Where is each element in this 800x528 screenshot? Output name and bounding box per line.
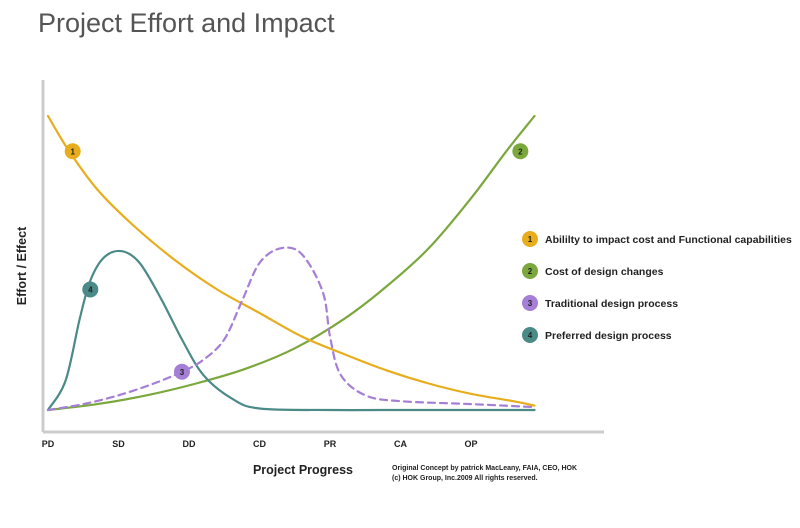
legend-number-2: 2 [528,267,533,276]
legend-swatch-1 [522,231,538,247]
legend-label-3: Traditional design process [545,298,678,310]
series-marker-3: 3 [173,363,190,380]
series-marker-dot-2 [512,143,529,160]
legend-label-2: Cost of design changes [545,266,664,278]
x-tick-ca: CA [394,439,407,449]
series-lines [46,114,536,412]
series-marker-dot-3 [173,363,190,380]
series-marker-label-4: 4 [88,285,93,294]
x-axis-label: Project Progress [253,463,353,477]
legend-number-1: 1 [528,235,533,244]
series-marker-label-2: 2 [518,147,523,156]
x-tick-dd: DD [183,439,196,449]
legend-swatch-4 [522,327,538,343]
x-tick-sd: SD [112,439,125,449]
legend-swatch-3 [522,295,538,311]
series-marker-1: 1 [64,143,81,160]
x-tick-labels: PD SD DD CD PR CA OP [42,439,478,449]
series-line-3 [46,246,536,412]
series-marker-2: 2 [512,143,529,160]
series-line-4 [46,249,536,412]
legend-number-3: 3 [528,299,533,308]
legend: 1 Abililty to impact cost and Functional … [522,231,792,343]
series-marker-dot-1 [64,143,81,160]
x-tick-op: OP [464,439,477,449]
legend-number-4: 4 [528,331,533,340]
series-markers: 1 2 3 4 [64,143,529,380]
credit-line-2: (c) HOK Group, Inc.2009 All rights reser… [392,475,538,482]
legend-item-4: 4 Preferred design process [522,327,672,343]
x-tick-pd: PD [42,439,55,449]
chart-title: Project Effort and Impact [38,8,335,38]
series-marker-dot-4 [82,281,99,298]
series-marker-label-1: 1 [70,147,75,156]
series-marker-4: 4 [82,281,99,298]
legend-swatch-2 [522,263,538,279]
series-marker-label-3: 3 [180,368,185,377]
legend-item-1: 1 Abililty to impact cost and Functional … [522,231,792,247]
legend-label-4: Preferred design process [545,330,672,342]
chart-axes [41,80,604,434]
x-tick-pr: PR [324,439,337,449]
legend-item-2: 2 Cost of design changes [522,263,664,279]
x-tick-cd: CD [253,439,266,449]
series-line-1 [46,114,536,407]
legend-label-1: Abililty to impact cost and Functional c… [545,234,792,246]
credit-line-1: Original Concept by patrick MacLeany, FA… [392,465,577,472]
y-axis-label: Effort / Effect [15,226,29,305]
series-line-2 [46,114,536,412]
legend-item-3: 3 Traditional design process [522,295,678,311]
